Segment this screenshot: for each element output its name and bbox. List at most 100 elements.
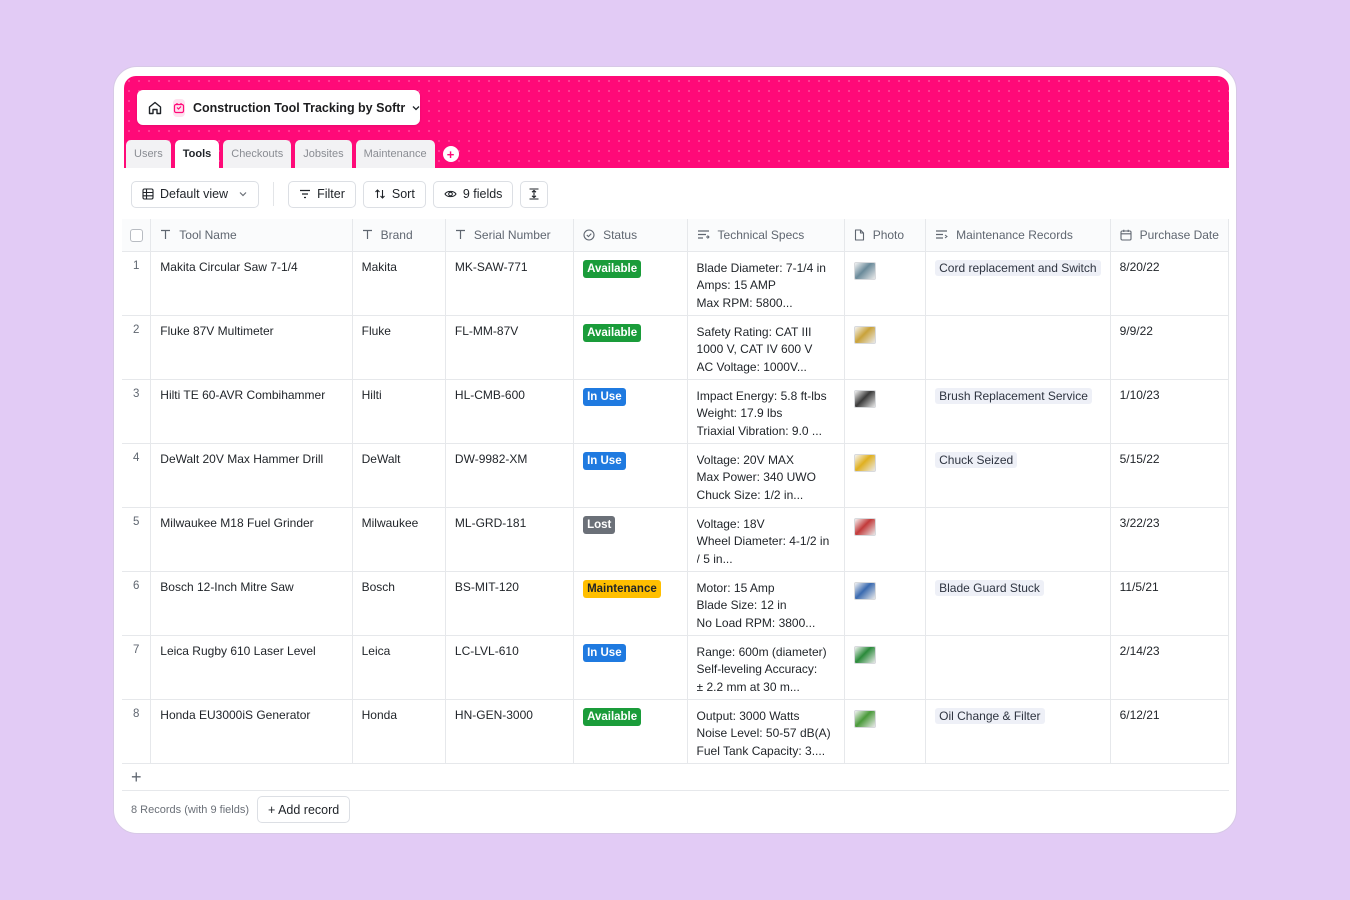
purchase-date-cell[interactable]: 2/14/23 — [1110, 635, 1229, 700]
specs-cell[interactable]: Output: 3000 Watts Noise Level: 50-57 dB(… — [687, 699, 845, 764]
row-number-cell[interactable]: 7 — [122, 635, 152, 700]
serial-cell[interactable]: FL-MM-87V — [445, 315, 575, 380]
col-header-specs[interactable]: Technical Specs — [687, 219, 845, 252]
table-row[interactable]: 5 Milwaukee M18 Fuel Grinder Milwaukee ML-G… — [122, 507, 1229, 572]
serial-cell[interactable]: HL-CMB-600 — [445, 379, 575, 444]
col-header-photo[interactable]: Photo — [844, 219, 927, 252]
tool-photo-thumbnail[interactable] — [853, 261, 876, 280]
maintenance-cell[interactable] — [925, 315, 1111, 380]
specs-cell[interactable]: Range: 600m (diameter) Self-leveling Accu… — [687, 635, 845, 700]
photo-cell[interactable] — [844, 251, 927, 316]
home-icon[interactable] — [147, 97, 163, 119]
col-header-purchase-date[interactable]: Purchase Date — [1110, 219, 1229, 252]
brand-cell[interactable]: Milwaukee — [352, 507, 446, 572]
row-number-cell[interactable]: 5 — [122, 507, 152, 572]
tool-name-cell[interactable]: Bosch 12-Inch Mitre Saw — [150, 571, 353, 636]
purchase-date-cell[interactable]: 3/22/23 — [1110, 507, 1229, 572]
specs-cell[interactable]: Safety Rating: CAT III 1000 V, CAT IV 600… — [687, 315, 845, 380]
maintenance-cell[interactable]: Chuck Seized — [925, 443, 1111, 508]
serial-cell[interactable]: BS-MIT-120 — [445, 571, 575, 636]
col-header-status[interactable]: Status — [573, 219, 688, 252]
purchase-date-cell[interactable]: 8/20/22 — [1110, 251, 1229, 316]
tool-name-cell[interactable]: DeWalt 20V Max Hammer Drill — [150, 443, 353, 508]
add-record-button[interactable]: + Add record — [257, 796, 351, 823]
col-header-maintenance[interactable]: Maintenance Records — [925, 219, 1111, 252]
row-number-cell[interactable]: 8 — [122, 699, 152, 764]
chevron-down-icon[interactable] — [411, 103, 421, 113]
photo-cell[interactable] — [844, 379, 927, 444]
select-all-checkbox[interactable] — [129, 228, 143, 242]
maintenance-cell[interactable]: Blade Guard Stuck — [925, 571, 1111, 636]
tool-photo-thumbnail[interactable] — [853, 581, 876, 600]
purchase-date-cell[interactable]: 9/9/22 — [1110, 315, 1229, 380]
brand-cell[interactable]: Bosch — [352, 571, 446, 636]
maintenance-record-chip[interactable]: Oil Change & Filter — [935, 707, 1045, 724]
tab-maintenance[interactable]: Maintenance — [355, 140, 435, 168]
purchase-date-cell[interactable]: 5/15/22 — [1110, 443, 1229, 508]
brand-cell[interactable]: Leica — [352, 635, 446, 700]
specs-cell[interactable]: Impact Energy: 5.8 ft-lbs Weight: 17.9 lb… — [687, 379, 845, 444]
sort-button[interactable]: Sort — [362, 180, 426, 208]
tab-checkouts[interactable]: Checkouts — [223, 140, 292, 168]
filter-button[interactable]: Filter — [288, 180, 356, 208]
tool-photo-thumbnail[interactable] — [853, 389, 876, 408]
photo-cell[interactable] — [844, 507, 927, 572]
maintenance-cell[interactable]: Oil Change & Filter — [925, 699, 1111, 764]
brand-cell[interactable]: Makita — [352, 251, 446, 316]
status-cell[interactable]: Available — [573, 315, 688, 380]
tool-name-cell[interactable]: Hilti TE 60-AVR Combihammer — [150, 379, 353, 444]
table-row[interactable]: 6 Bosch 12-Inch Mitre Saw Bosch BS-MIT-120 M… — [122, 571, 1229, 636]
maintenance-record-chip[interactable]: Brush Replacement Service — [935, 387, 1092, 404]
status-cell[interactable]: Available — [573, 251, 688, 316]
tool-photo-thumbnail[interactable] — [853, 709, 876, 728]
row-number-cell[interactable]: 6 — [122, 571, 152, 636]
purchase-date-cell[interactable]: 1/10/23 — [1110, 379, 1229, 444]
status-cell[interactable]: In Use — [573, 379, 688, 444]
row-number-cell[interactable]: 2 — [122, 315, 152, 380]
table-row[interactable]: 8 Honda EU3000iS Generator Honda HN-GEN-300… — [122, 699, 1229, 764]
table-row[interactable]: 4 DeWalt 20V Max Hammer Drill DeWalt DW-998… — [122, 443, 1229, 508]
specs-cell[interactable]: Blade Diameter: 7-1/4 in Amps: 15 AMP Max … — [687, 251, 845, 316]
status-cell[interactable]: In Use — [573, 635, 688, 700]
tab-users[interactable]: Users — [126, 140, 171, 168]
photo-cell[interactable] — [844, 635, 927, 700]
fields-button[interactable]: 9 fields — [432, 180, 514, 208]
tool-name-cell[interactable]: Leica Rugby 610 Laser Level — [150, 635, 353, 700]
serial-cell[interactable]: HN-GEN-3000 — [445, 699, 575, 764]
photo-cell[interactable] — [844, 315, 927, 380]
status-cell[interactable]: Lost — [573, 507, 688, 572]
col-header-brand[interactable]: Brand — [352, 219, 446, 252]
tool-name-cell[interactable]: Milwaukee M18 Fuel Grinder — [150, 507, 353, 572]
serial-cell[interactable]: LC-LVL-610 — [445, 635, 575, 700]
tab-jobsites[interactable]: Jobsites — [295, 140, 352, 168]
purchase-date-cell[interactable]: 6/12/21 — [1110, 699, 1229, 764]
col-header-tool-name[interactable]: Tool Name — [150, 219, 353, 252]
row-number-cell[interactable]: 3 — [122, 379, 152, 444]
status-cell[interactable]: Available — [573, 699, 688, 764]
tab-tools[interactable]: Tools — [174, 140, 220, 168]
tool-name-cell[interactable]: Makita Circular Saw 7-1/4 — [150, 251, 353, 316]
table-row[interactable]: 1 Makita Circular Saw 7-1/4 Makita MK-SAW-7… — [122, 251, 1229, 316]
specs-cell[interactable]: Voltage: 18V Wheel Diameter: 4-1/2 in / 5 … — [687, 507, 845, 572]
table-row[interactable]: 3 Hilti TE 60-AVR Combihammer Hilti HL-CMB-… — [122, 379, 1229, 444]
photo-cell[interactable] — [844, 443, 927, 508]
tool-name-cell[interactable]: Fluke 87V Multimeter — [150, 315, 353, 380]
tool-photo-thumbnail[interactable] — [853, 453, 876, 472]
tool-photo-thumbnail[interactable] — [853, 517, 876, 536]
serial-cell[interactable]: MK-SAW-771 — [445, 251, 575, 316]
brand-cell[interactable]: Honda — [352, 699, 446, 764]
add-tab-button[interactable]: + — [442, 146, 459, 162]
row-height-button[interactable] — [520, 180, 549, 208]
brand-cell[interactable]: Hilti — [352, 379, 446, 444]
app-title-pill[interactable]: Construction Tool Tracking by Softr — [137, 90, 420, 125]
row-number-cell[interactable]: 1 — [122, 251, 152, 316]
status-cell[interactable]: In Use — [573, 443, 688, 508]
photo-cell[interactable] — [844, 571, 927, 636]
view-selector[interactable]: Default view — [131, 180, 260, 208]
brand-cell[interactable]: DeWalt — [352, 443, 446, 508]
maintenance-cell[interactable]: Brush Replacement Service — [925, 379, 1111, 444]
add-row-plus-icon[interactable]: + — [131, 767, 142, 787]
tool-photo-thumbnail[interactable] — [853, 325, 876, 344]
maintenance-record-chip[interactable]: Chuck Seized — [935, 451, 1018, 468]
maintenance-cell[interactable] — [925, 507, 1111, 572]
